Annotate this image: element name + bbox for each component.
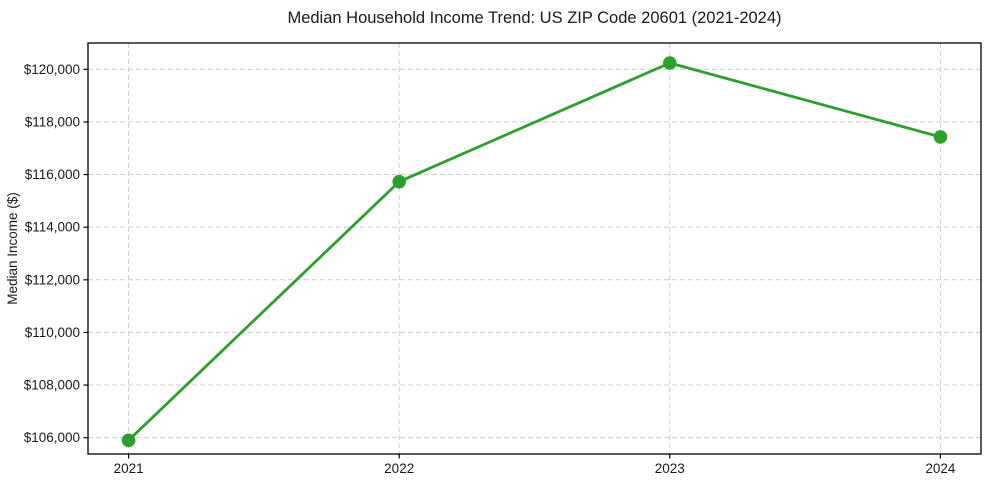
data-point-marker xyxy=(392,174,406,189)
y-tick-label: $114,000 xyxy=(25,220,80,235)
y-tick-label: $112,000 xyxy=(25,272,80,287)
data-point-marker xyxy=(121,433,136,448)
chart-title: Median Household Income Trend: US ZIP Co… xyxy=(287,9,781,27)
y-tick-label: $120,000 xyxy=(24,62,80,77)
y-tick-label: $106,000 xyxy=(24,430,80,445)
series-layer xyxy=(121,56,948,448)
y-axis-label: Median Income ($) xyxy=(5,192,20,305)
grid-layer xyxy=(88,43,981,454)
y-tick-label: $118,000 xyxy=(25,114,80,129)
y-tick-label: $108,000 xyxy=(24,378,80,393)
y-tick-label: $110,000 xyxy=(25,325,80,340)
x-tick-label: 2022 xyxy=(384,461,414,476)
tick-marks-layer xyxy=(83,68,942,459)
income-trend-line xyxy=(127,61,942,442)
x-tick-label: 2023 xyxy=(655,461,685,476)
plot-border xyxy=(87,42,982,455)
y-tick-label: $116,000 xyxy=(25,167,80,182)
data-point-marker xyxy=(663,56,677,70)
x-tick-label: 2021 xyxy=(114,461,144,476)
data-point-marker xyxy=(933,130,948,144)
x-tick-label: 2024 xyxy=(925,461,956,476)
tick-labels-layer: $106,000 $108,000 $110,000 $112,000 $114,000… xyxy=(24,62,956,476)
